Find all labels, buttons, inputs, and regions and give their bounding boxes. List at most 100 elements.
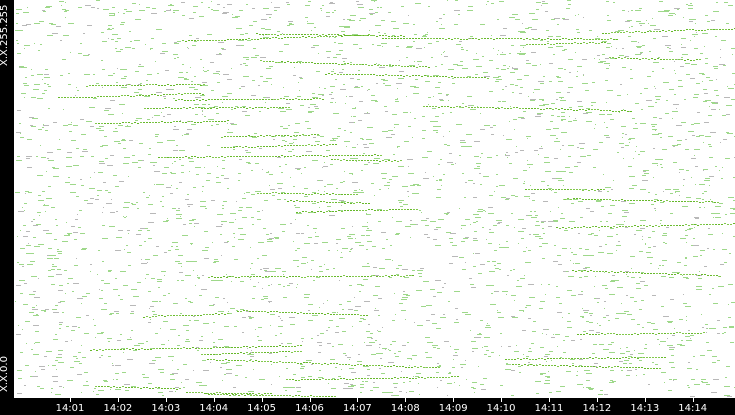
data-point	[571, 340, 575, 341]
data-point	[627, 58, 629, 59]
data-point	[680, 345, 685, 346]
data-point	[174, 348, 176, 349]
data-point	[149, 388, 151, 389]
data-point	[385, 35, 387, 36]
data-point	[554, 128, 559, 129]
data-point	[633, 128, 638, 129]
data-point	[409, 275, 411, 276]
data-point	[401, 66, 403, 67]
data-point	[706, 332, 707, 333]
data-point	[179, 157, 181, 158]
data-point	[277, 199, 281, 200]
data-point	[638, 272, 640, 273]
data-point	[103, 182, 106, 183]
data-point	[658, 57, 660, 58]
data-point	[358, 120, 362, 121]
data-point	[354, 122, 355, 123]
data-point	[274, 99, 276, 100]
data-point	[113, 175, 117, 176]
data-point	[164, 252, 167, 253]
data-point	[685, 306, 691, 307]
data-point	[155, 134, 159, 135]
data-point	[284, 199, 286, 200]
data-point	[145, 259, 150, 260]
data-point	[139, 95, 141, 96]
data-point	[520, 32, 526, 33]
data-point	[60, 40, 62, 41]
data-point	[578, 106, 583, 107]
data-point	[217, 82, 220, 83]
data-point	[260, 193, 262, 194]
data-point	[142, 374, 145, 375]
data-point	[367, 228, 369, 229]
data-point	[524, 364, 526, 365]
data-point	[450, 242, 453, 243]
data-point	[98, 123, 100, 124]
data-point	[312, 203, 316, 204]
data-point	[162, 196, 164, 197]
data-point	[226, 369, 232, 370]
data-point	[421, 306, 426, 307]
data-point	[152, 360, 156, 361]
data-point	[273, 139, 275, 140]
data-point	[48, 365, 49, 366]
data-point	[585, 189, 587, 190]
data-point	[559, 358, 561, 359]
data-point	[233, 149, 235, 150]
data-point	[437, 348, 440, 349]
data-point	[384, 159, 390, 160]
data-point	[237, 353, 239, 354]
data-point	[322, 242, 328, 243]
data-point	[588, 234, 592, 235]
data-point	[649, 357, 651, 358]
data-point	[338, 43, 343, 44]
data-point	[104, 110, 109, 111]
data-point	[537, 113, 543, 114]
data-point	[662, 36, 668, 37]
data-point	[40, 145, 41, 146]
data-point	[589, 39, 591, 40]
data-point	[177, 108, 179, 109]
data-point	[44, 74, 49, 75]
data-point	[464, 197, 466, 198]
data-point	[92, 85, 94, 86]
data-point	[394, 38, 396, 39]
data-point	[271, 2, 272, 3]
data-point	[132, 48, 135, 49]
data-point	[473, 183, 475, 184]
data-point	[170, 85, 172, 86]
data-point	[101, 123, 103, 124]
data-point	[586, 112, 592, 113]
data-point	[617, 152, 619, 153]
data-point	[36, 156, 38, 157]
data-point	[549, 108, 551, 109]
data-point	[293, 145, 295, 146]
data-point	[638, 42, 639, 43]
data-point	[629, 27, 630, 28]
data-point	[176, 246, 178, 247]
data-point	[573, 263, 574, 264]
data-point	[526, 136, 531, 137]
data-point	[326, 51, 331, 52]
data-point	[691, 158, 696, 159]
data-point	[452, 245, 457, 246]
data-point	[125, 126, 131, 127]
data-point	[210, 393, 212, 394]
data-point	[397, 378, 399, 379]
data-point	[37, 175, 43, 176]
data-point	[33, 315, 39, 316]
data-point	[583, 310, 589, 311]
data-point	[452, 83, 455, 84]
data-point	[625, 226, 627, 227]
data-point	[625, 145, 629, 146]
data-point	[550, 211, 551, 212]
data-point	[724, 262, 727, 263]
data-point	[566, 271, 568, 272]
data-point	[484, 76, 490, 77]
data-point	[487, 78, 489, 79]
data-point	[404, 209, 406, 210]
data-point	[133, 350, 137, 351]
data-point	[277, 395, 279, 396]
data-point	[213, 354, 215, 355]
data-point	[343, 61, 345, 62]
